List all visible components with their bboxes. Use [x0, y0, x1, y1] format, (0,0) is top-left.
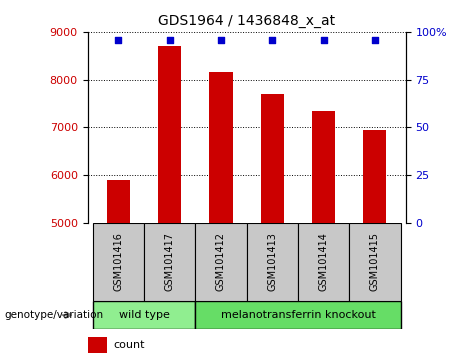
Bar — [312, 111, 335, 223]
Bar — [261, 94, 284, 223]
Bar — [363, 130, 386, 223]
Bar — [107, 180, 130, 223]
Text: GSM101417: GSM101417 — [165, 233, 175, 291]
Title: GDS1964 / 1436848_x_at: GDS1964 / 1436848_x_at — [158, 14, 335, 28]
Bar — [144, 223, 195, 301]
Point — [371, 38, 378, 43]
Text: genotype/variation: genotype/variation — [5, 310, 104, 320]
Bar — [298, 223, 349, 301]
Text: wild type: wild type — [118, 310, 170, 320]
Text: GSM101415: GSM101415 — [370, 233, 380, 291]
Bar — [209, 73, 232, 223]
Bar — [195, 223, 247, 301]
Text: melanotransferrin knockout: melanotransferrin knockout — [220, 310, 375, 320]
Bar — [195, 301, 401, 329]
Text: count: count — [113, 340, 145, 350]
Point — [269, 38, 276, 43]
Point — [217, 38, 225, 43]
Bar — [93, 223, 144, 301]
Point — [115, 38, 122, 43]
Point — [166, 38, 173, 43]
Bar — [247, 223, 298, 301]
Bar — [88, 337, 106, 353]
Text: GSM101416: GSM101416 — [113, 233, 124, 291]
Text: GSM101413: GSM101413 — [267, 233, 277, 291]
Text: GSM101412: GSM101412 — [216, 233, 226, 291]
Bar — [93, 301, 195, 329]
Text: GSM101414: GSM101414 — [319, 233, 329, 291]
Bar — [349, 223, 401, 301]
Bar — [158, 46, 181, 223]
Point — [320, 38, 327, 43]
